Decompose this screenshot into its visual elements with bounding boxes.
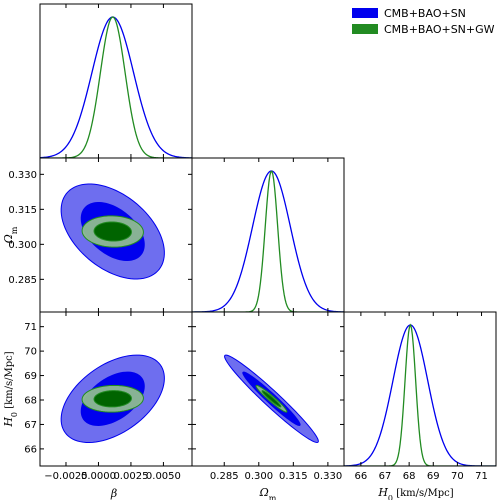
marginal-line-h0-series-1 bbox=[344, 323, 496, 466]
legend-label-cmb-bao-sn: CMB+BAO+SN bbox=[384, 7, 466, 20]
panel-content bbox=[60, 183, 165, 280]
panel-om-om bbox=[191, 157, 345, 313]
ylabel-omega-m-sub: m bbox=[10, 226, 19, 234]
panel-frame bbox=[191, 157, 345, 313]
x-tick-label-h0: 67 bbox=[379, 471, 392, 482]
x-tick-label-h0: 70 bbox=[451, 471, 464, 482]
marginal-line-om-series-0 bbox=[192, 170, 344, 312]
xlabel-h0-main: H bbox=[377, 486, 388, 499]
y-tick-label-om: 0.330 bbox=[8, 170, 37, 181]
contour-68-beta-h0-series-1 bbox=[93, 390, 132, 408]
y-tick-label-h0: 67 bbox=[24, 420, 37, 431]
xlabel-beta-main: β bbox=[110, 487, 117, 500]
x-tick-label-h0: 71 bbox=[475, 471, 488, 482]
marginal-line-om-series-1 bbox=[192, 170, 344, 312]
panel-content bbox=[60, 354, 165, 443]
legend-swatch-cmb-bao-sn-gw bbox=[352, 24, 378, 34]
x-tick-label-beta: 0.0025 bbox=[113, 471, 148, 482]
xlabel-omega-m: Ωm bbox=[259, 486, 277, 500]
panel-h0-h0: 66 67 68 69 70 71 bbox=[343, 311, 497, 482]
contour-68-om-h0-series-1 bbox=[261, 390, 282, 408]
xlabel-omega-m-main: Ω bbox=[259, 486, 269, 499]
panel-content bbox=[192, 170, 344, 312]
panel-content bbox=[224, 354, 319, 443]
x-tick-label-om: 0.315 bbox=[279, 471, 308, 482]
xlabel-omega-m-sub: m bbox=[269, 494, 277, 500]
panel-h0-om: 0.285 0.300 0.315 0.330 bbox=[191, 311, 345, 482]
x-tick-label-om: 0.300 bbox=[244, 471, 273, 482]
xlabel-beta: β bbox=[110, 487, 117, 500]
y-tick-label-om: 0.300 bbox=[8, 240, 37, 251]
x-tick-label-om: 0.330 bbox=[314, 471, 343, 482]
ylabel-h0-main: H bbox=[2, 417, 15, 428]
panel-content bbox=[40, 16, 192, 158]
x-tick-label-h0: 68 bbox=[403, 471, 416, 482]
panel-frame bbox=[343, 311, 497, 467]
marginal-line-beta-series-1 bbox=[40, 16, 192, 158]
marginal-line-h0-series-0 bbox=[344, 324, 496, 466]
xlabel-h0: H0 [km/s/Mpc] bbox=[377, 486, 453, 500]
ylabel-h0-sub: 0 bbox=[10, 412, 19, 417]
ylabel-h0-unit: [km/s/Mpc] bbox=[4, 351, 15, 412]
y-tick-label-h0: 71 bbox=[24, 322, 37, 333]
y-tick-label-h0: 69 bbox=[24, 371, 37, 382]
y-tick-label-om: 0.285 bbox=[8, 275, 37, 286]
y-tick-label-h0: 70 bbox=[24, 347, 37, 358]
panel-beta-beta bbox=[39, 3, 193, 159]
ylabel-omega-m-main: Ω bbox=[2, 234, 15, 244]
x-tick-label-beta: 0.0000 bbox=[81, 471, 116, 482]
panel-frame bbox=[39, 3, 193, 159]
x-tick-label-h0: 69 bbox=[427, 471, 440, 482]
contour-68-beta-om-series-1 bbox=[93, 221, 132, 242]
panels-group: 0.2850.3000.3150.330−0.00250.00000.00250… bbox=[2, 3, 497, 500]
legend: CMB+BAO+SN CMB+BAO+SN+GW bbox=[352, 7, 495, 36]
ylabel-h0: H0 [km/s/Mpc] bbox=[2, 351, 19, 427]
x-tick-label-beta: −0.0025 bbox=[44, 471, 87, 482]
marginal-line-beta-series-0 bbox=[40, 16, 192, 158]
ylabel-omega-m: Ωm bbox=[2, 226, 19, 244]
x-tick-label-beta: 0.0050 bbox=[146, 471, 181, 482]
xlabel-h0-unit: [km/s/Mpc] bbox=[393, 488, 454, 499]
legend-swatch-cmb-bao-sn bbox=[352, 8, 378, 18]
y-tick-label-h0: 68 bbox=[24, 396, 37, 407]
legend-label-cmb-bao-sn-gw: CMB+BAO+SN+GW bbox=[384, 23, 495, 36]
y-tick-label-om: 0.315 bbox=[8, 205, 37, 216]
x-tick-label-om: 0.285 bbox=[210, 471, 239, 482]
panel-om-beta: 0.285 0.300 0.315 0.330 bbox=[8, 157, 193, 313]
panel-content bbox=[344, 323, 496, 466]
xlabel-h0-sub: 0 bbox=[388, 494, 393, 500]
y-tick-label-h0: 66 bbox=[24, 444, 37, 455]
x-tick-label-h0: 66 bbox=[355, 471, 368, 482]
